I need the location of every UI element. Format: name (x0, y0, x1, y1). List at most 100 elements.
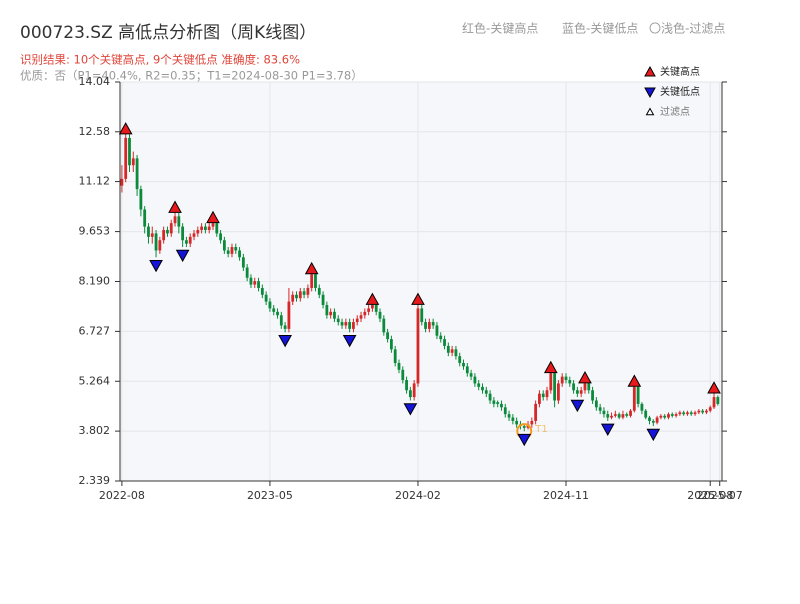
candle-body (230, 247, 234, 254)
legend-symbol (644, 65, 656, 77)
candle-body (420, 308, 424, 323)
candle-body (492, 400, 496, 404)
candle-body (363, 311, 367, 316)
candle-body (276, 311, 279, 316)
candle-body (439, 335, 443, 340)
candle-body (465, 366, 469, 374)
x-tick-label: 2025-08 (687, 489, 733, 502)
candle-body (241, 257, 245, 268)
candle-body (344, 322, 348, 326)
candle-body (712, 397, 716, 408)
candle-body (549, 373, 553, 391)
candle-body (632, 386, 636, 411)
y-tick-label: 14.04 (79, 75, 111, 88)
candle-body (462, 362, 465, 367)
candle-body (302, 291, 306, 295)
candle-body (454, 349, 458, 357)
candle-body (367, 308, 371, 312)
candle-body (143, 209, 147, 227)
candle-body (610, 415, 613, 418)
key-low-marker (403, 403, 418, 416)
candle-body (705, 410, 708, 413)
candle-body (204, 226, 207, 230)
legend-label: 关键高点 (660, 65, 700, 78)
candle-body (128, 137, 131, 166)
candle-body (686, 412, 689, 415)
candle-body (534, 403, 538, 421)
candle-body (196, 229, 200, 234)
x-tick-label: 2023-05 (247, 489, 293, 502)
candle-body (503, 407, 507, 415)
annotation-label: T1 (534, 424, 547, 435)
candle-body (329, 311, 333, 316)
candle-body (541, 393, 545, 398)
candle-body (613, 414, 617, 416)
candle-body (131, 158, 135, 166)
candle-body (207, 226, 211, 230)
candle-body (659, 415, 663, 418)
candle-body (211, 223, 215, 227)
candle-body (260, 287, 264, 295)
candle-body (325, 305, 329, 316)
candle-body (594, 400, 598, 408)
candle-body (317, 287, 321, 295)
candle-body (181, 226, 185, 241)
candle-body (192, 233, 196, 237)
candle-body (530, 420, 534, 425)
x-tick-label: 2024-11 (543, 489, 589, 502)
candle-body (446, 345, 450, 353)
candle-body (158, 240, 162, 251)
candle-body (553, 373, 557, 401)
candle-body (716, 397, 720, 404)
key-low-marker (278, 334, 292, 348)
legend-label: 关键低点 (660, 85, 700, 98)
candle-body (469, 373, 473, 377)
candle-body (249, 277, 253, 285)
key-low-marker (342, 334, 357, 348)
key-low-marker (149, 259, 163, 273)
candle-body (272, 308, 276, 312)
candle-body (162, 229, 166, 241)
candle-body (443, 339, 446, 346)
key-high-marker (304, 261, 319, 275)
candle-body (169, 223, 173, 234)
candle-body (139, 189, 143, 210)
candle-body (135, 158, 139, 190)
candle-body (484, 390, 488, 394)
candle-body (389, 339, 393, 350)
key-high-marker (168, 200, 182, 213)
key-high-marker (707, 381, 721, 394)
x-tick-label: 2024-02 (395, 489, 441, 502)
candle-body (568, 380, 572, 384)
candle-body (598, 407, 602, 411)
candle-body (477, 383, 481, 387)
candle-body (279, 315, 283, 326)
candle-body (511, 417, 515, 421)
candle-body (188, 236, 192, 244)
candle-body (124, 137, 128, 179)
key-high-marker (411, 292, 425, 305)
candle-body (575, 390, 579, 394)
candle-body (591, 390, 594, 401)
candle-body (177, 216, 181, 227)
candle-body (545, 390, 549, 398)
key-low-marker (646, 428, 661, 442)
candle-body (352, 322, 355, 329)
candle-body (583, 383, 587, 391)
candle-body (572, 383, 575, 391)
candle-body (636, 386, 640, 404)
legend-label: 过滤点 (660, 105, 690, 118)
chart-note: 优质：否（P1=40.4%, R2=0.35；T1=2024-08-30 P1=… (20, 69, 363, 83)
candle-body (382, 318, 386, 333)
candle-body (154, 233, 158, 251)
candle-body (173, 216, 177, 224)
y-tick-label: 9.653 (79, 225, 111, 238)
candle-body (222, 240, 226, 251)
candle-body (701, 410, 705, 413)
candle-body (678, 412, 682, 415)
candle-body (621, 414, 625, 418)
candle-body (431, 322, 435, 326)
candle-body (264, 294, 268, 302)
header-legend: 蓝色-关键低点 (562, 22, 638, 36)
candle-body (651, 420, 655, 423)
